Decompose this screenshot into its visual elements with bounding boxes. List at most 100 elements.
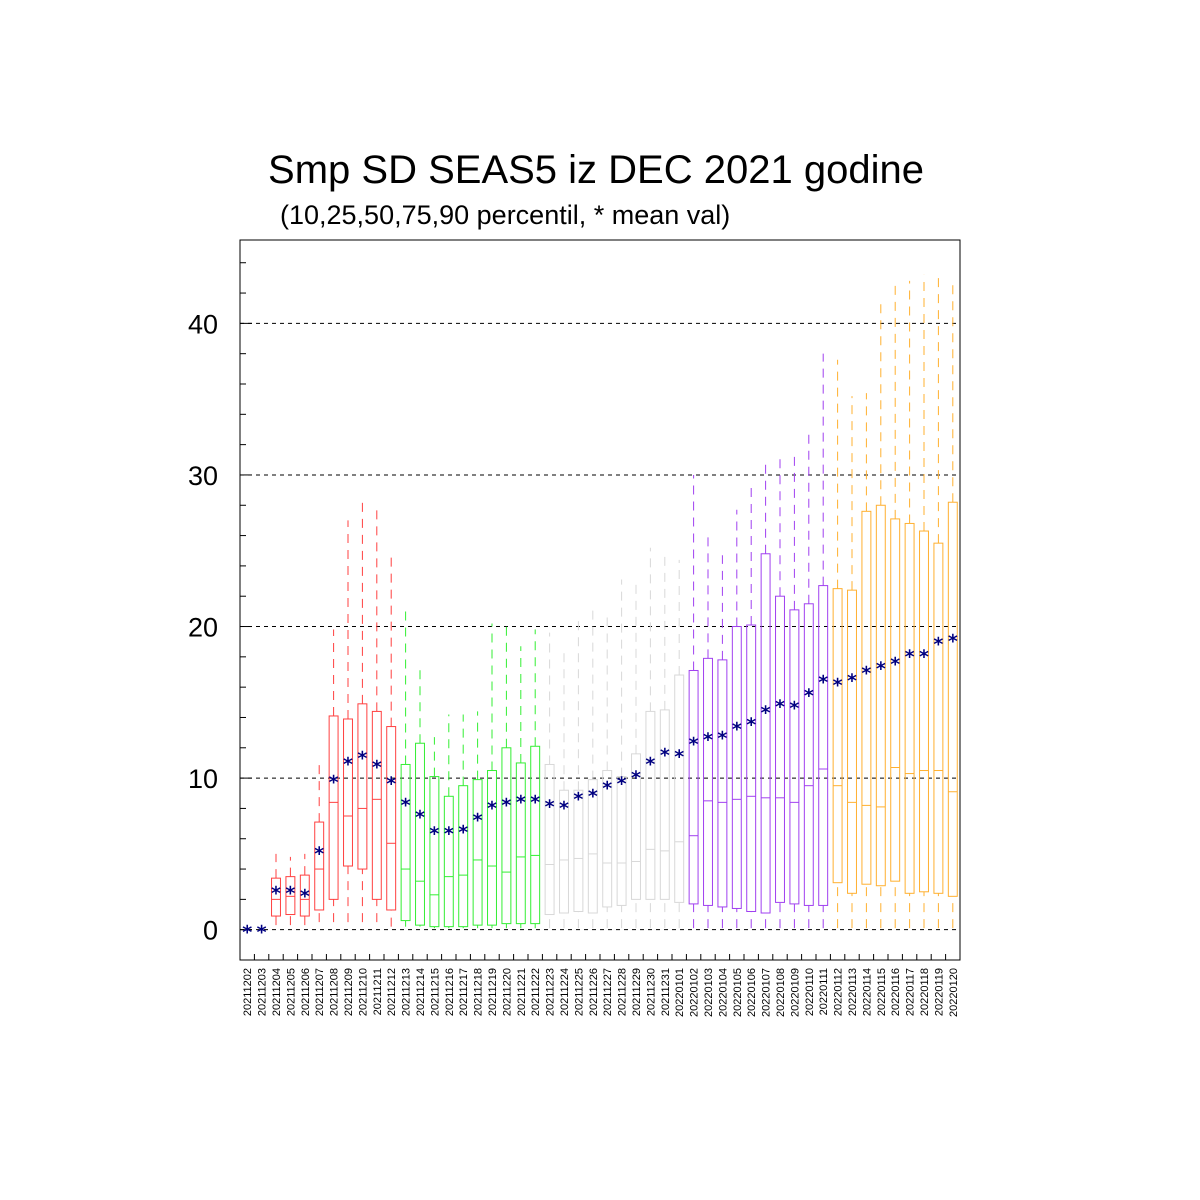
box-20220113 <box>847 396 857 929</box>
mean-marker: * <box>933 634 943 656</box>
y-tick-label: 10 <box>188 764 218 794</box>
iqr-box <box>271 877 281 917</box>
x-tick-label: 20211213 <box>401 968 413 1016</box>
x-tick-label: 20211210 <box>357 968 369 1016</box>
iqr-box <box>645 710 656 900</box>
box-20211228 <box>616 579 627 929</box>
box-20211217 <box>458 714 469 929</box>
x-tick-label: 20211223 <box>545 968 557 1016</box>
mean-marker: * <box>689 734 699 756</box>
box-20220118 <box>919 274 929 929</box>
mean-marker: * <box>300 885 310 907</box>
iqr-box <box>515 762 526 925</box>
x-tick-label: 20220110 <box>804 968 816 1016</box>
mean-marker: * <box>631 767 641 789</box>
iqr-box <box>703 657 713 906</box>
x-tick-label: 20211221 <box>516 968 528 1016</box>
iqr-box <box>731 626 742 909</box>
box-20211206 <box>299 853 310 926</box>
mean-marker: * <box>617 773 627 795</box>
mean-marker: * <box>516 791 526 813</box>
box-20211211 <box>371 503 382 923</box>
mean-marker: * <box>703 729 713 751</box>
x-tick-label: 20211220 <box>501 968 513 1016</box>
box-20220114 <box>861 393 872 929</box>
mean-marker: * <box>242 922 252 944</box>
mean-marker: * <box>329 772 339 794</box>
mean-marker: * <box>602 778 612 800</box>
x-tick-label: 20211222 <box>530 968 542 1016</box>
iqr-box <box>400 763 411 922</box>
mean-marker: * <box>271 882 281 904</box>
box-series <box>271 274 958 929</box>
mean-marker: * <box>804 685 814 707</box>
x-tick-label: 20220113 <box>847 968 859 1016</box>
iqr-box <box>314 821 325 911</box>
box-20211207 <box>314 762 325 923</box>
iqr-box <box>875 504 886 887</box>
x-tick-label: 20211211 <box>372 968 384 1015</box>
x-tick-label: 20211218 <box>473 968 485 1016</box>
x-tick-label: 20211205 <box>285 968 297 1016</box>
x-tick-label: 20220109 <box>789 968 801 1017</box>
mean-marker: * <box>473 810 483 832</box>
box-20211224 <box>559 647 569 929</box>
iqr-box <box>501 747 512 925</box>
box-20211229 <box>631 578 641 929</box>
x-tick-label: 20211229 <box>631 968 643 1016</box>
box-20211210 <box>357 500 368 923</box>
box-20211219 <box>487 623 497 929</box>
box-20211213 <box>400 608 411 927</box>
mean-marker: * <box>314 843 324 865</box>
box-20211220 <box>501 626 512 929</box>
iqr-box <box>746 624 757 912</box>
box-20220119 <box>933 277 944 929</box>
iqr-box <box>616 776 627 906</box>
iqr-box <box>919 530 929 893</box>
x-tick-label: 20211224 <box>559 968 571 1016</box>
box-20220110 <box>803 429 814 929</box>
iqr-box <box>789 609 800 905</box>
y-tick-label: 0 <box>203 916 218 946</box>
box-20220112 <box>832 359 843 929</box>
x-tick-label: 20211202 <box>242 968 254 1016</box>
box-20220120 <box>947 282 958 929</box>
iqr-box <box>674 674 685 903</box>
mean-marker: * <box>444 823 454 845</box>
iqr-box <box>688 669 699 905</box>
mean-marker: * <box>818 672 828 694</box>
box-20220115 <box>875 299 886 929</box>
mean-marker: * <box>530 791 540 813</box>
box-20220107 <box>760 464 771 929</box>
iqr-box <box>890 518 901 882</box>
plot-frame <box>239 239 961 961</box>
x-tick-label: 20220106 <box>746 968 758 1017</box>
box-20220105 <box>731 509 742 929</box>
iqr-box <box>631 753 641 900</box>
box-20220102 <box>688 474 699 929</box>
iqr-box <box>717 659 728 908</box>
iqr-box <box>530 745 541 925</box>
iqr-box <box>285 876 296 916</box>
mean-marker: * <box>660 744 670 766</box>
x-tick-label: 20220104 <box>717 968 729 1017</box>
y-tick-label: 20 <box>188 613 218 643</box>
iqr-box <box>357 703 368 870</box>
x-tick-label: 20220119 <box>933 968 945 1016</box>
mean-marker: * <box>588 785 598 807</box>
mean-marker: * <box>429 823 439 845</box>
iqr-box <box>458 785 469 928</box>
mean-marker: * <box>372 756 382 778</box>
mean-marker: * <box>458 822 468 844</box>
x-tick-label: 20220117 <box>905 968 917 1016</box>
x-axis: 20211202 20211203 20211204 20211205 20211206… <box>239 954 961 1017</box>
x-tick-label: 20220107 <box>761 968 773 1017</box>
x-tick-label: 20211215 <box>429 968 441 1016</box>
x-tick-label: 20211203 <box>257 968 269 1016</box>
box-20211227 <box>602 611 613 929</box>
box-20211222 <box>530 629 541 929</box>
mean-marker: * <box>559 797 569 819</box>
x-tick-label: 20211214 <box>415 968 427 1016</box>
x-tick-label: 20211204 <box>271 968 283 1016</box>
